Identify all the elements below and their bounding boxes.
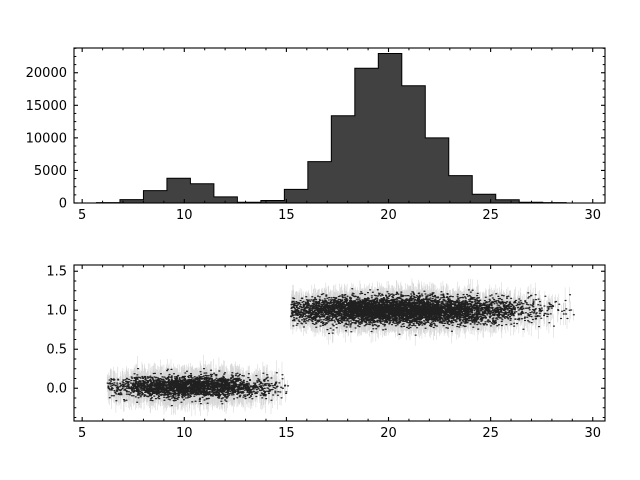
x-tick-label: 5 (78, 208, 86, 223)
x-tick-label: 30 (584, 426, 601, 441)
x-tick-label: 5 (78, 426, 86, 441)
y-tick-label: 5000 (34, 164, 67, 179)
y-tick-label: 10000 (26, 131, 67, 146)
x-tick-label: 30 (584, 208, 601, 223)
x-tick-label: 25 (482, 426, 499, 441)
x-tick-label: 20 (380, 208, 397, 223)
axes-frame-bottom (73, 264, 606, 422)
scatter-cluster-upper-branch (289, 278, 575, 346)
x-tick-label: 20 (380, 426, 397, 441)
x-tick-label: 10 (176, 208, 193, 223)
x-tick-label: 25 (482, 208, 499, 223)
y-tick-label: 0.5 (46, 343, 67, 358)
panel-bottom: 5 10 15 20 25 30 0.0 0.5 1.0 1.5 (46, 264, 606, 441)
x-tick-label: 15 (278, 208, 295, 223)
y-tick-label: 20000 (26, 66, 67, 81)
plot-area-bottom (106, 278, 575, 417)
y-tick-label: 0 (59, 197, 67, 212)
y-tick-label: 1.0 (46, 304, 67, 319)
x-tick-label: 15 (278, 426, 295, 441)
y-tick-label: 0.0 (46, 382, 67, 397)
y-tick-label: 1.5 (46, 265, 67, 280)
histogram-bars (95, 53, 567, 203)
x-tick-label: 10 (176, 426, 193, 441)
panel-top: 5 10 15 20 25 30 0 5000 10000 15000 20000 (26, 47, 606, 223)
y-tick-label: 15000 (26, 99, 67, 114)
plot-area-top (95, 53, 567, 203)
data-points (289, 288, 575, 336)
axes-frame-top (73, 47, 606, 204)
scatter-cluster-lower-branch (106, 354, 290, 417)
data-points (106, 367, 290, 407)
